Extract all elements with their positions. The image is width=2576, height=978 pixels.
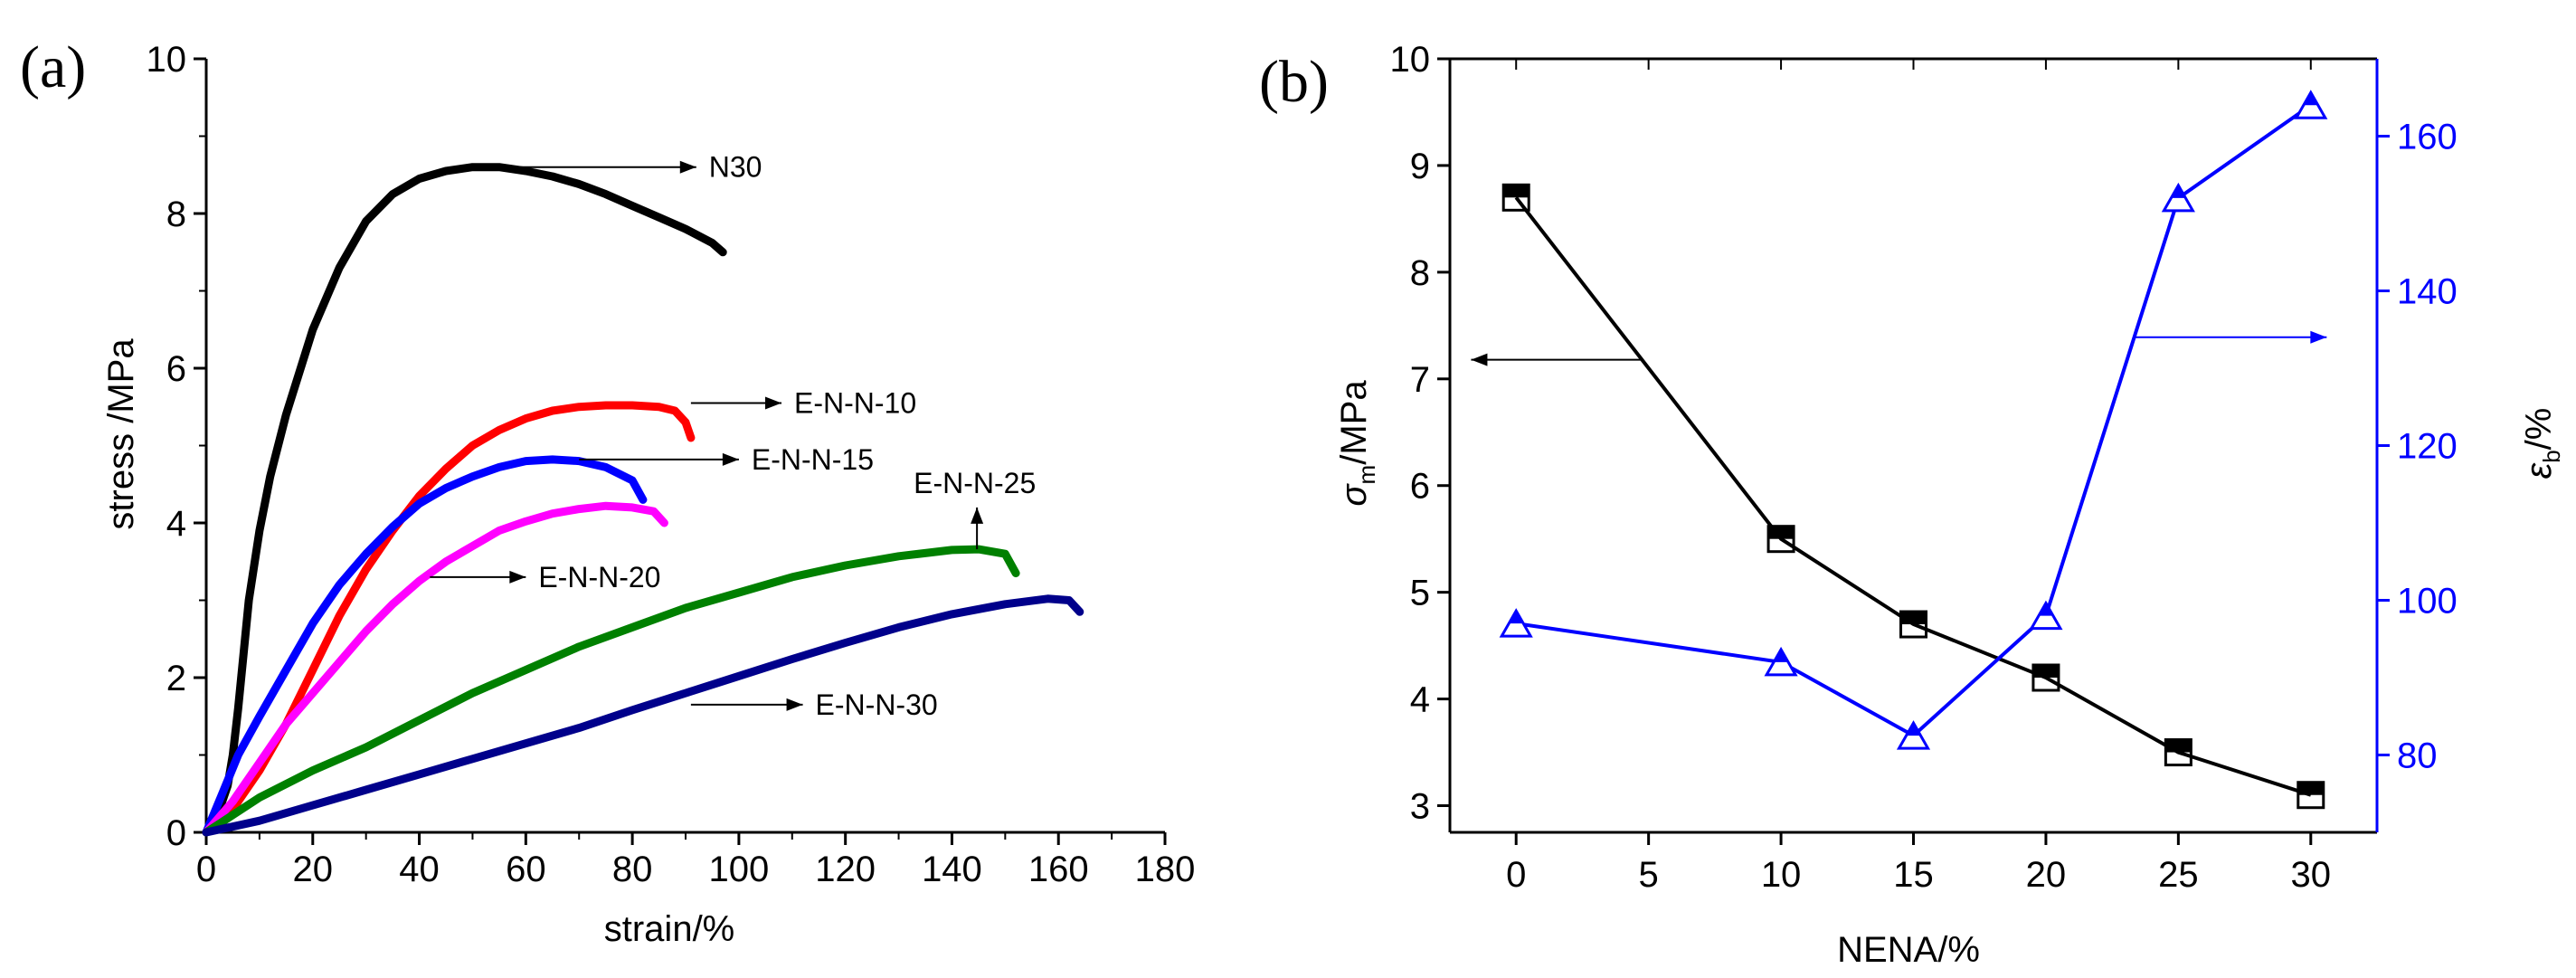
chart-a-x-tick-label: 120 xyxy=(815,850,876,889)
chart-a-y-tick-label: 2 xyxy=(166,659,186,698)
annotation-arrowhead-e-n-n-25 xyxy=(971,507,984,524)
chart-b-right-axis-label: εb/% xyxy=(2519,408,2565,480)
curve-e-n-n-25 xyxy=(202,545,1020,837)
curve-n30 xyxy=(202,163,727,837)
left-axis-label-symbol: σ xyxy=(1334,483,1374,507)
annotation-label-e-n-n-30: E-N-N-30 xyxy=(816,688,938,721)
chart-b-x-axis-label: NENA/% xyxy=(1837,930,1980,970)
right-axis-label-subscript: b xyxy=(2538,450,2565,462)
chart-b-right-tick-label: 160 xyxy=(2397,118,2458,157)
elongation-point-upper xyxy=(1774,649,1789,662)
strength-point xyxy=(2297,781,2325,810)
chart-a-y-tick-label: 4 xyxy=(166,504,186,544)
elongation-point-upper xyxy=(2303,92,2318,106)
strength-point xyxy=(2031,663,2060,692)
chart-a-x-tick-label: 180 xyxy=(1135,850,1196,889)
panel-a-tag: (a) xyxy=(20,34,86,100)
elongation-point-upper xyxy=(1509,611,1524,624)
elongation-line xyxy=(1515,103,2312,738)
chart-b-left-axis-label: σm/MPa xyxy=(1334,380,1380,507)
chart-a-x-tick-label: 60 xyxy=(506,850,546,889)
chart-b-right-tick-label: 100 xyxy=(2397,582,2458,622)
annotation-label-n30: N30 xyxy=(709,151,762,184)
chart-b-left-tick-label: 7 xyxy=(1410,360,1430,400)
strength-point xyxy=(1899,610,1927,639)
right-axis-label-symbol: ε xyxy=(2519,461,2559,479)
strength-point xyxy=(2164,738,2192,767)
left-axis-indicator-arrowhead xyxy=(1471,353,1488,366)
annotation-label-e-n-n-15: E-N-N-15 xyxy=(752,443,874,476)
panel-b-tag: (b) xyxy=(1259,49,1329,115)
left-axis-label-unit: /MPa xyxy=(1334,380,1374,465)
chart-a-y-axis-label: stress /MPa xyxy=(101,338,141,530)
annotation-label-e-n-n-25: E-N-N-25 xyxy=(914,467,1036,499)
chart-b-left-tick-label: 9 xyxy=(1410,147,1430,186)
chart-a-y-tick-label: 6 xyxy=(166,349,186,389)
curve-e-n-n-30 xyxy=(202,594,1084,837)
chart-a-x-tick-label: 40 xyxy=(399,850,440,889)
chart-b-x-tick-label: 30 xyxy=(2291,855,2332,895)
chart-b-left-tick-label: 4 xyxy=(1410,680,1430,720)
annotation-arrowhead-e-n-n-15 xyxy=(722,452,739,466)
annotation-label-e-n-n-20: E-N-N-20 xyxy=(538,561,660,593)
right-axis-indicator-arrowhead xyxy=(2310,330,2327,344)
left-axis-label-subscript: m xyxy=(1353,465,1380,485)
curve-e-n-n-15 xyxy=(202,455,648,837)
chart-b-left-tick-label: 6 xyxy=(1410,467,1430,507)
chart-b-x-tick-label: 0 xyxy=(1506,855,1526,895)
chart-a-x-tick-label: 100 xyxy=(709,850,770,889)
strength-point-upper xyxy=(2297,782,2324,795)
chart-a-x-tick-label: 20 xyxy=(293,850,334,889)
annotation-label-e-n-n-10: E-N-N-10 xyxy=(794,386,916,419)
chart-a-y-tick-label: 10 xyxy=(147,40,187,80)
strength-point-upper xyxy=(2032,665,2059,678)
strength-point-upper xyxy=(1768,526,1795,539)
chart-b-x-tick-label: 25 xyxy=(2158,855,2199,895)
curve-e-n-n-20 xyxy=(202,501,668,837)
chart-b: (b) 0 5 10 15 20 25 3034567891080100120140160 … xyxy=(1259,40,2565,970)
chart-a-x-tick-label: 80 xyxy=(612,850,653,889)
strength-point-upper xyxy=(1900,612,1927,625)
chart-b-left-tick-label: 8 xyxy=(1410,253,1430,293)
chart-a: (a) 0 20 40 60 80 100 120 140 160 180 0 2 4 6 8 10 N30 E-… xyxy=(20,34,1195,949)
curve-e-n-n-10 xyxy=(202,401,696,837)
chart-b-right-tick-label: 120 xyxy=(2397,427,2458,467)
chart-b-left-tick-label: 10 xyxy=(1390,40,1431,80)
chart-a-y-tick-label: 8 xyxy=(166,195,186,234)
chart-a-x-tick-label: 0 xyxy=(196,850,216,889)
chart-b-x-tick-label: 10 xyxy=(1761,855,1802,895)
chart-b-x-tick-label: 20 xyxy=(2026,855,2067,895)
right-axis-label-unit: /% xyxy=(2519,408,2559,451)
strength-point-upper xyxy=(2165,739,2192,753)
annotation-arrowhead-n30 xyxy=(679,160,696,174)
chart-a-y-tick-label: 0 xyxy=(166,813,186,853)
strength-line xyxy=(1514,196,2312,797)
annotation-arrowhead-e-n-n-30 xyxy=(786,698,803,711)
annotation-arrowhead-e-n-n-10 xyxy=(765,396,781,410)
chart-a-x-tick-label: 140 xyxy=(922,850,982,889)
chart-a-x-axis-label: strain/% xyxy=(604,909,735,949)
chart-b-left-tick-label: 3 xyxy=(1410,787,1430,827)
chart-b-right-tick-label: 140 xyxy=(2397,272,2458,312)
strength-point xyxy=(1501,183,1530,212)
chart-b-x-tick-label: 15 xyxy=(1893,855,1934,895)
chart-b-x-tick-label: 5 xyxy=(1639,855,1659,895)
elongation-point-upper xyxy=(2171,185,2186,198)
strength-point xyxy=(1766,525,1795,554)
chart-b-right-tick-label: 80 xyxy=(2397,736,2438,776)
chart-b-left-tick-label: 5 xyxy=(1410,574,1430,613)
chart-a-x-tick-label: 160 xyxy=(1028,850,1089,889)
chart-a-plot-area: 0 20 40 60 80 100 120 140 160 180 0 2 4 6 8 10 N30 E-N-N-… xyxy=(147,40,1196,889)
annotation-arrowhead-e-n-n-20 xyxy=(509,570,526,584)
chart-b-plot-area: 0 5 10 15 20 25 30 3 4 5 6 7 8 9 10 80 100 120 140 160 xyxy=(1390,40,2458,895)
elongation-point-upper xyxy=(1906,723,1921,736)
elongation-point-upper xyxy=(2038,603,2053,616)
strength-point-upper xyxy=(1503,185,1530,198)
